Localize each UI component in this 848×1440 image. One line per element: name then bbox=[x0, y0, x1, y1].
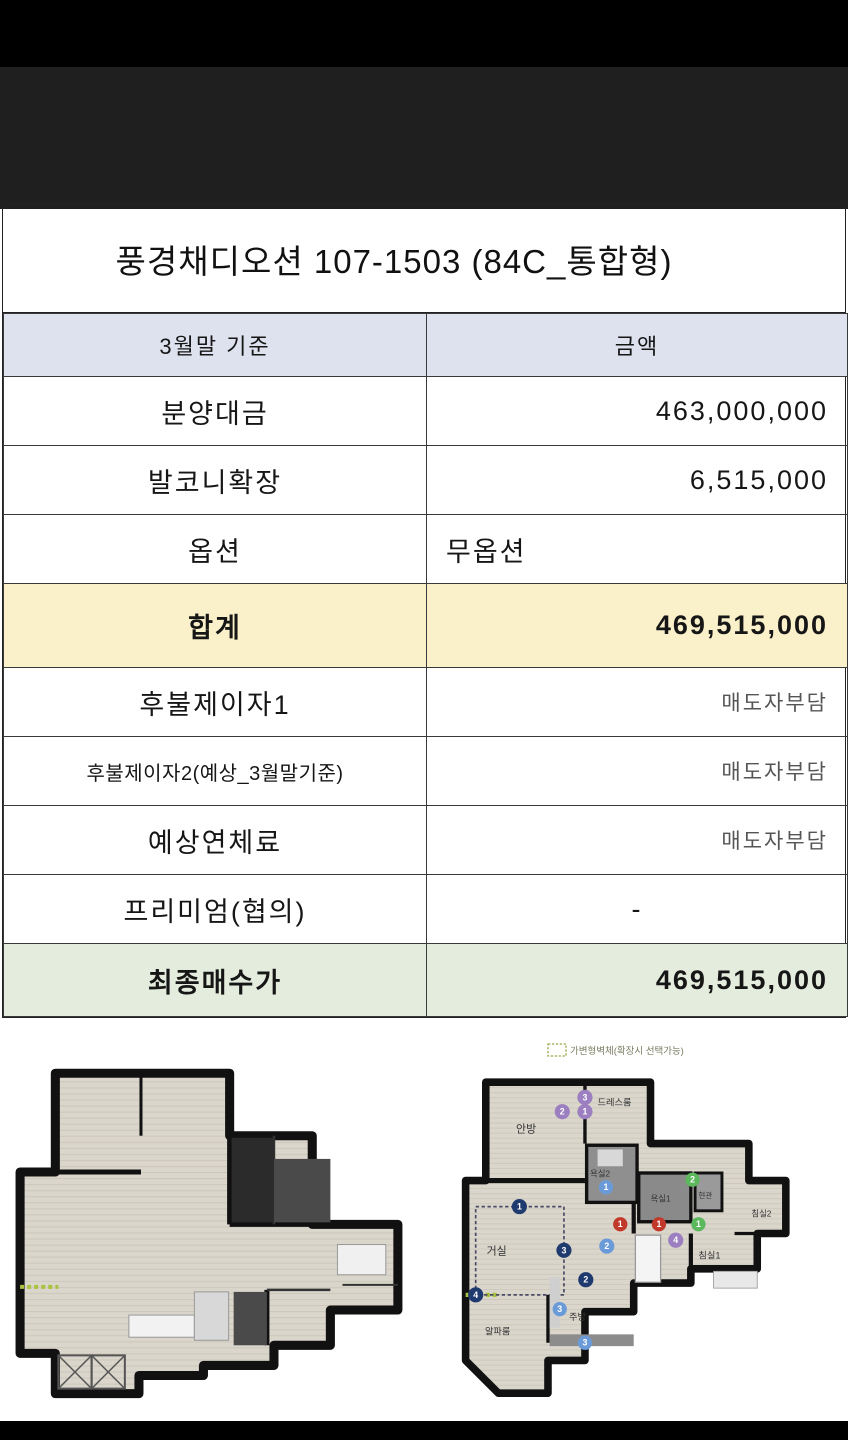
svg-text:3: 3 bbox=[583, 1338, 588, 1348]
svg-text:2: 2 bbox=[690, 1174, 695, 1184]
svg-text:주방: 주방 bbox=[569, 1312, 586, 1322]
svg-text:2: 2 bbox=[583, 1275, 588, 1285]
svg-text:1: 1 bbox=[604, 1182, 609, 1192]
svg-text:1: 1 bbox=[696, 1219, 701, 1229]
svg-text:3: 3 bbox=[557, 1304, 562, 1314]
svg-text:1: 1 bbox=[656, 1219, 661, 1229]
svg-text:3: 3 bbox=[583, 1092, 588, 1102]
svg-text:4: 4 bbox=[673, 1235, 678, 1245]
svg-text:알파룸: 알파룸 bbox=[485, 1326, 511, 1336]
svg-text:2: 2 bbox=[604, 1241, 609, 1251]
svg-text:안방: 안방 bbox=[516, 1123, 536, 1136]
svg-text:1: 1 bbox=[517, 1202, 522, 1212]
svg-text:현관: 현관 bbox=[698, 1190, 712, 1200]
svg-text:거실: 거실 bbox=[487, 1245, 507, 1258]
svg-text:2: 2 bbox=[560, 1107, 565, 1117]
svg-text:욕실1: 욕실1 bbox=[651, 1194, 671, 1204]
svg-text:욕실2: 욕실2 bbox=[590, 1168, 610, 1178]
svg-text:침실2: 침실2 bbox=[751, 1209, 771, 1219]
svg-text:1: 1 bbox=[583, 1107, 588, 1117]
svg-text:침실1: 침실1 bbox=[698, 1251, 720, 1261]
svg-text:4: 4 bbox=[473, 1290, 478, 1300]
svg-text:1: 1 bbox=[618, 1219, 623, 1229]
svg-text:드레스룸: 드레스룸 bbox=[598, 1098, 632, 1108]
svg-text:3: 3 bbox=[561, 1245, 566, 1255]
